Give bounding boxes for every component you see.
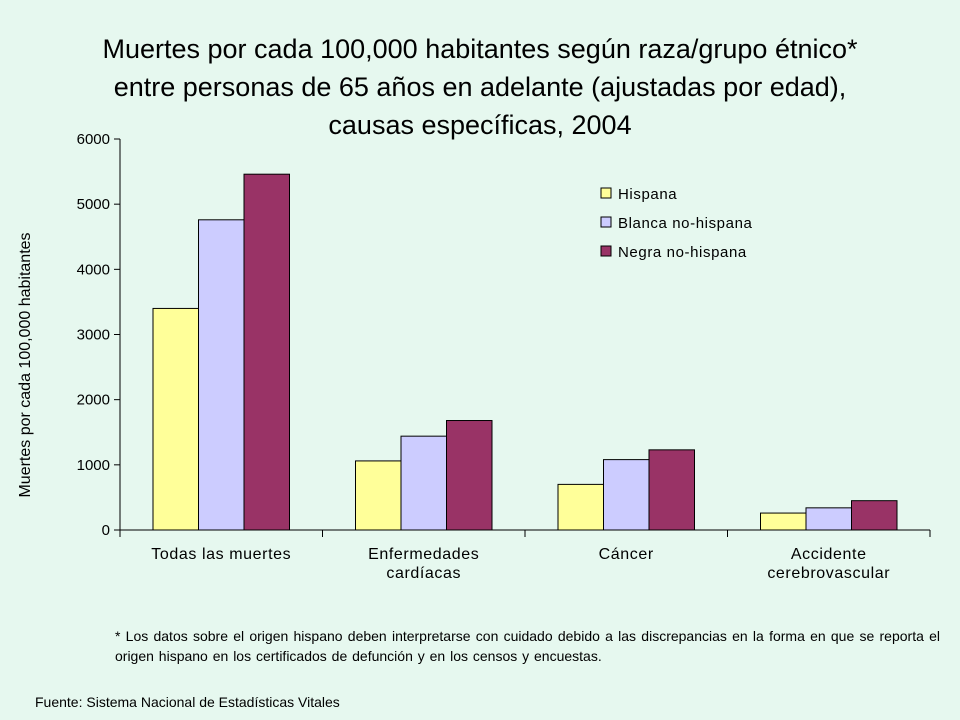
legend-swatch bbox=[600, 216, 612, 228]
x-tick-label: cerebrovascular bbox=[767, 565, 890, 582]
bar bbox=[648, 449, 695, 531]
legend-swatch bbox=[600, 245, 612, 257]
bar bbox=[851, 500, 898, 531]
bar bbox=[446, 420, 493, 531]
y-tick-label: 5000 bbox=[77, 196, 110, 213]
bar bbox=[805, 507, 852, 531]
y-tick-label: 3000 bbox=[77, 327, 110, 344]
x-tick-label: Cáncer bbox=[599, 546, 654, 563]
footnote: * Los datos sobre el origen hispano debe… bbox=[115, 628, 940, 664]
legend-label: Negra no-hispana bbox=[618, 244, 747, 261]
x-tick-label: Todas las muertes bbox=[151, 546, 291, 563]
chart-title: Muertes por cada 100,000 habitantes segú… bbox=[102, 34, 858, 140]
bar bbox=[400, 435, 447, 531]
bar bbox=[557, 483, 604, 531]
bar bbox=[603, 459, 650, 531]
y-tick-label: 0 bbox=[102, 522, 110, 539]
legend-swatch bbox=[600, 187, 612, 199]
x-tick-label: Accidente bbox=[791, 546, 867, 563]
bar bbox=[198, 219, 245, 531]
bar bbox=[243, 173, 290, 531]
x-tick-label: Enfermedades bbox=[368, 546, 479, 563]
bar bbox=[760, 512, 807, 531]
legend-label: Blanca no-hispana bbox=[618, 215, 753, 232]
y-axis-title: Muertes por cada 100,000 habitantes bbox=[17, 232, 34, 497]
y-tick-label: 6000 bbox=[77, 131, 110, 148]
bar bbox=[355, 460, 402, 531]
source-note: Fuente: Sistema Nacional de Estadísticas… bbox=[35, 694, 340, 710]
y-tick-label: 2000 bbox=[77, 392, 110, 409]
x-tick-label: cardíacas bbox=[386, 565, 461, 582]
y-tick-label: 4000 bbox=[77, 261, 110, 278]
legend-label: Hispana bbox=[618, 186, 677, 203]
y-tick-label: 1000 bbox=[77, 457, 110, 474]
bar bbox=[152, 307, 199, 531]
